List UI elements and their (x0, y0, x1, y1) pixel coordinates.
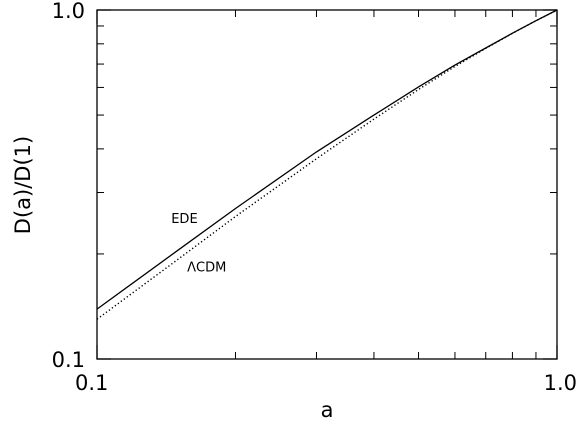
plot-area (96, 9, 558, 360)
x-tick-labels: 0.1 1.0 (75, 371, 577, 395)
x-tick-label: 0.1 (75, 371, 108, 395)
x-axis-title: a (321, 398, 334, 422)
y-axis-title: D(a)/D(1) (11, 136, 35, 234)
plot-frame (96, 9, 558, 360)
series-layer (96, 9, 558, 320)
annotation-layer: EDE ΛCDM (171, 212, 226, 275)
series-annotation: EDE (171, 212, 197, 227)
major-ticks (96, 9, 558, 360)
series-line-lcdm (96, 9, 558, 320)
series-line-ede (96, 9, 558, 310)
series-annotation: ΛCDM (187, 261, 226, 276)
x-tick-label: 1.0 (544, 371, 577, 395)
minor-ticks (97, 10, 557, 359)
y-tick-label: 1.0 (52, 0, 85, 23)
y-tick-labels: 0.1 1.0 (52, 0, 85, 372)
y-tick-label: 0.1 (52, 348, 85, 372)
